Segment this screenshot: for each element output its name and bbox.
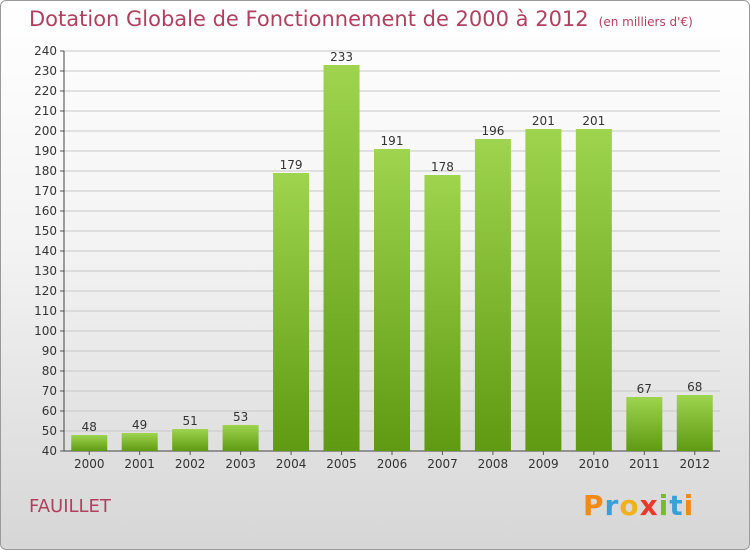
bar [323, 65, 360, 451]
bar [626, 397, 663, 451]
bar-value-label: 191 [381, 134, 404, 148]
y-tick-label: 90 [42, 344, 57, 358]
bar-value-label: 51 [183, 414, 198, 428]
y-tick-label: 120 [34, 284, 57, 298]
y-tick-label: 240 [34, 44, 57, 58]
y-tick-label: 130 [34, 264, 57, 278]
bar-value-label: 49 [132, 418, 147, 432]
bar [172, 429, 209, 451]
y-tick-label: 40 [42, 444, 57, 458]
chart-title: Dotation Globale de Fonctionnement de 20… [29, 7, 693, 31]
proxiti-logo: Proxiti [583, 489, 695, 522]
bar-value-label: 67 [637, 382, 652, 396]
bar [676, 395, 713, 451]
bar [71, 435, 108, 451]
x-tick-label: 2011 [629, 457, 660, 471]
x-tick-label: 2003 [225, 457, 256, 471]
y-tick-label: 180 [34, 164, 57, 178]
y-tick-label: 150 [34, 224, 57, 238]
chart-unit: (en milliers d'€) [598, 15, 693, 29]
bar [575, 129, 612, 451]
x-tick-label: 2001 [124, 457, 155, 471]
y-tick-label: 170 [34, 184, 57, 198]
y-tick-label: 50 [42, 424, 57, 438]
x-tick-label: 2005 [326, 457, 357, 471]
y-tick-label: 110 [34, 304, 57, 318]
bar [424, 175, 461, 451]
bar [474, 139, 511, 451]
bar-value-label: 68 [687, 380, 702, 394]
y-tick-label: 100 [34, 324, 57, 338]
x-tick-label: 2009 [528, 457, 559, 471]
bar-value-label: 201 [532, 114, 555, 128]
y-tick-label: 190 [34, 144, 57, 158]
commune-name: FAUILLET [29, 496, 111, 517]
y-tick-label: 210 [34, 104, 57, 118]
bar [121, 433, 158, 451]
y-tick-label: 70 [42, 384, 57, 398]
chart-title-text: Dotation Globale de Fonctionnement de 20… [29, 7, 589, 31]
x-tick-label: 2004 [276, 457, 307, 471]
bar [222, 425, 259, 451]
x-tick-label: 2002 [175, 457, 206, 471]
y-tick-label: 160 [34, 204, 57, 218]
x-tick-label: 2010 [579, 457, 610, 471]
bar [525, 129, 562, 451]
bar-value-label: 196 [481, 124, 504, 138]
bar-value-label: 233 [330, 50, 353, 64]
bar-value-label: 179 [280, 158, 303, 172]
x-tick-label: 2012 [679, 457, 710, 471]
bar-value-label: 178 [431, 160, 454, 174]
bar [374, 149, 410, 451]
y-tick-label: 220 [34, 84, 57, 98]
x-tick-label: 2000 [74, 457, 105, 471]
y-tick-label: 80 [42, 364, 57, 378]
bar [273, 173, 310, 451]
x-tick-label: 2008 [478, 457, 509, 471]
y-tick-label: 200 [34, 124, 57, 138]
bar-value-label: 53 [233, 410, 248, 424]
x-tick-label: 2006 [377, 457, 408, 471]
y-tick-label: 140 [34, 244, 57, 258]
y-tick-label: 60 [42, 404, 57, 418]
bar-value-label: 48 [82, 420, 97, 434]
bar-value-label: 201 [582, 114, 605, 128]
x-tick-label: 2007 [427, 457, 458, 471]
y-tick-label: 230 [34, 64, 57, 78]
